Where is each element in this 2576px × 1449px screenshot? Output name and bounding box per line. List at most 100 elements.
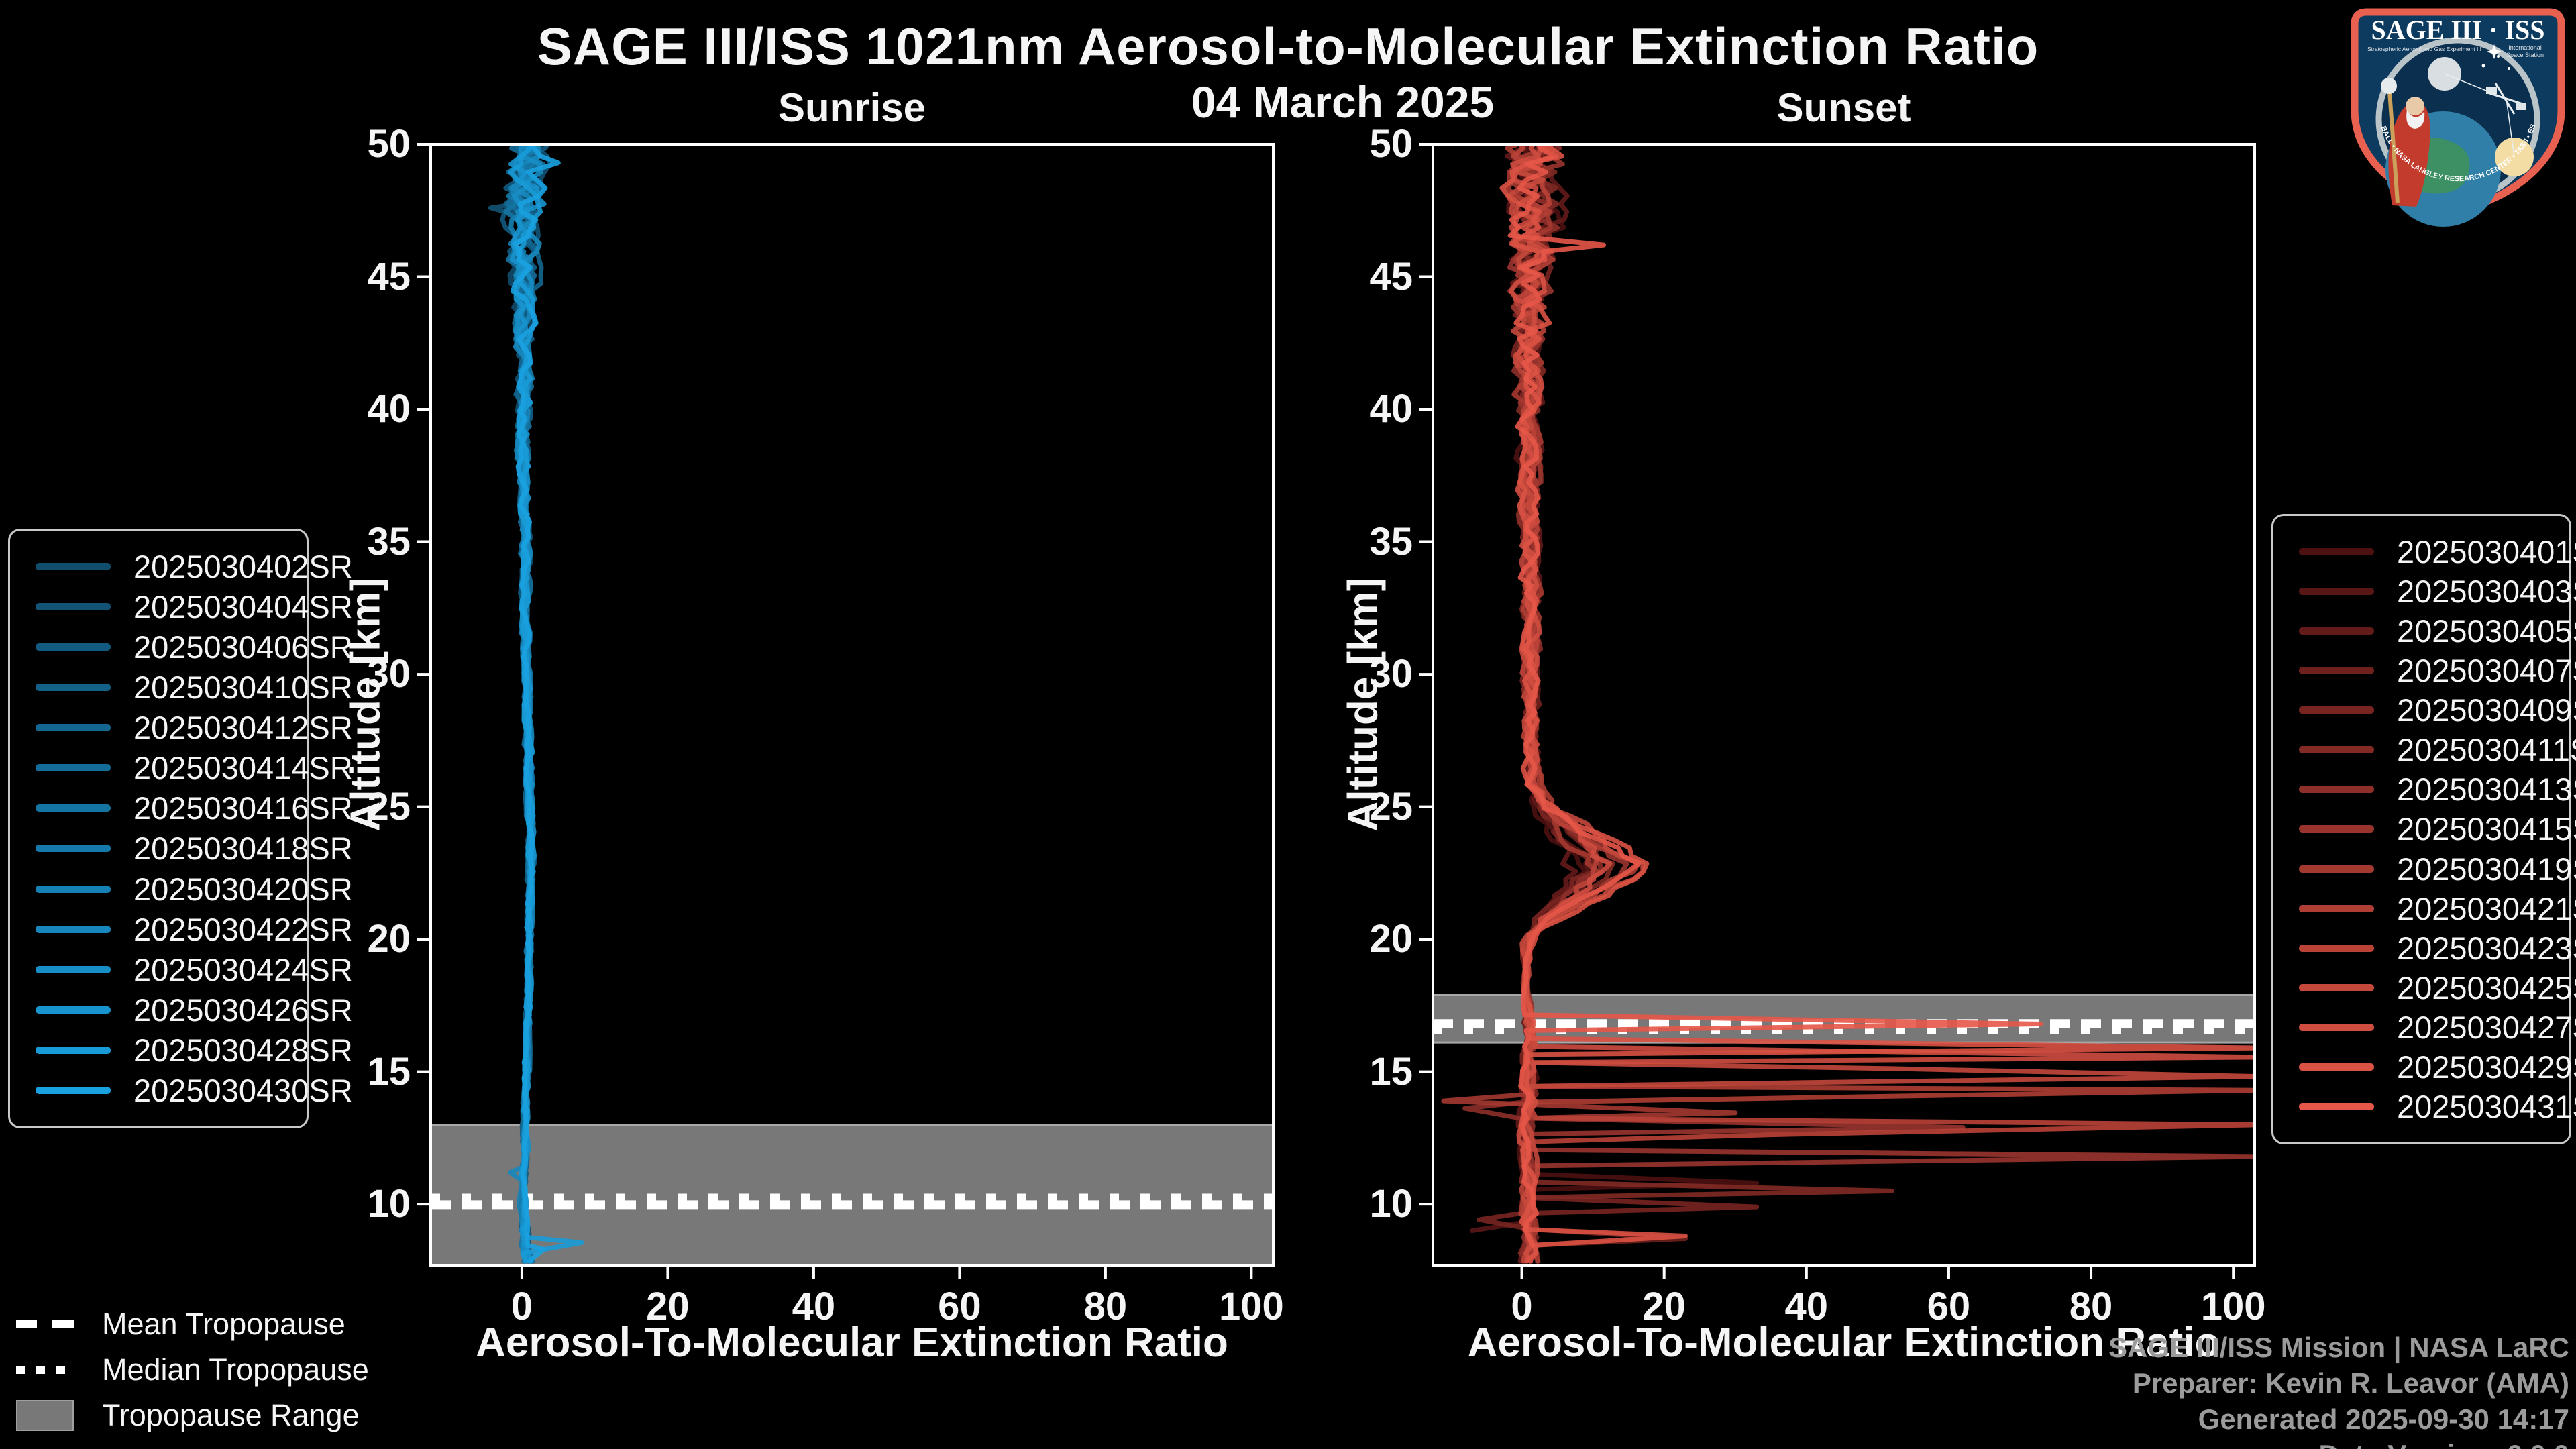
legend-item-label: 2025030407SS	[2397, 652, 2576, 688]
line-swatch-icon	[36, 764, 111, 772]
legend-item-label: 2025030416SR	[133, 790, 353, 826]
line-swatch-icon	[2299, 786, 2374, 794]
line-swatch-icon	[36, 1006, 111, 1014]
line-swatch-icon	[36, 643, 111, 651]
x-axis-label-sunrise: Aerosol-To-Molecular Extinction Ratio	[476, 1320, 1228, 1366]
legend-item: 2025030431SS	[2273, 1089, 2576, 1124]
x-tick-label: 20	[1642, 1285, 1686, 1328]
x-tick-label: 0	[1511, 1285, 1533, 1328]
line-swatch-icon	[36, 1046, 111, 1055]
legend-item-label: 2025030431SS	[2397, 1089, 2576, 1125]
line-swatch-icon	[2299, 627, 2374, 635]
legend-item-label: 2025030414SR	[133, 750, 353, 786]
legend-item: 2025030414SR	[10, 750, 353, 786]
y-tick-label: 35	[367, 519, 411, 564]
line-swatch-icon	[36, 1087, 111, 1095]
legend-item-label: 2025030412SR	[133, 710, 353, 746]
legend-item: 2025030409SS	[2273, 692, 2576, 728]
y-tick-label: 10	[1369, 1182, 1413, 1226]
legend-item-label: 2025030430SR	[133, 1073, 353, 1109]
legend-item: 2025030427SS	[2273, 1010, 2576, 1045]
tropopause-legend: Mean Tropopause Median Tropopause Tropop…	[16, 1307, 369, 1444]
line-swatch-icon	[36, 845, 111, 853]
line-swatch-icon	[2299, 746, 2374, 754]
line-swatch-icon	[36, 724, 111, 732]
y-tick-label: 40	[1369, 387, 1413, 431]
line-swatch-icon	[2299, 825, 2374, 833]
generated-line: Generated 2025-09-30 14:17	[2198, 1403, 2569, 1435]
profile-2025030421SS	[1505, 144, 2255, 1264]
x-tick-label: 60	[938, 1285, 981, 1328]
legend-item-label: 2025030423SS	[2397, 930, 2576, 966]
legend-item-label: 2025030429SS	[2397, 1049, 2576, 1085]
sage-iii-iss-logo: SAGE III · ISS Stratospheric Aerosol and…	[2343, 0, 2565, 227]
line-swatch-icon	[2299, 1063, 2374, 1071]
panel-title-sunset: Sunset	[1776, 85, 1911, 130]
y-tick-label: 20	[367, 917, 411, 961]
legend-item-label: 2025030418SR	[133, 830, 353, 867]
legend-item-label: 2025030419SS	[2397, 851, 2576, 887]
x-tick-label: 60	[1927, 1285, 1971, 1328]
mission-info-block: SAGE III/ISS Mission | NASA LaRC Prepare…	[2108, 1330, 2569, 1449]
line-swatch-icon	[36, 602, 111, 610]
legend-item-label: 2025030406SR	[133, 629, 353, 665]
legend-item: 2025030406SR	[10, 629, 353, 665]
x-axis-label-sunset: Aerosol-To-Molecular Extinction Ratio	[1467, 1320, 2220, 1366]
y-tick-label: 15	[1369, 1049, 1413, 1093]
legend-item: 2025030426SR	[10, 992, 353, 1028]
legend-item: 2025030420SR	[10, 871, 353, 907]
x-tick-label: 100	[2200, 1285, 2266, 1328]
line-swatch-icon	[2299, 1103, 2374, 1111]
legend-item-label: 2025030410SR	[133, 669, 353, 705]
y-tick-label: 20	[1369, 917, 1413, 961]
y-tick-label: 40	[367, 387, 411, 431]
legend-sunrise: 2025030402SR 2025030404SR 2025030406SR 2025…	[8, 529, 353, 1128]
legend-item-label: 2025030421SS	[2397, 890, 2576, 926]
y-tick-label: 30	[1369, 652, 1413, 696]
legend-item: 2025030429SS	[2273, 1049, 2576, 1085]
legend-item: 2025030405SS	[2273, 613, 2576, 649]
y-tick-label: 35	[1369, 519, 1413, 564]
legend-item-label: 2025030424SR	[133, 951, 353, 987]
logo-subtitle-right-2: Space Station	[2506, 52, 2544, 58]
legend-item: 2025030423SS	[2273, 930, 2576, 966]
plot-border	[1432, 143, 2256, 1267]
line-swatch-icon	[36, 562, 111, 570]
line-swatch-icon	[2299, 904, 2374, 912]
plot-area-sunrise	[417, 143, 1275, 1279]
x-tick-label: 80	[2069, 1285, 2113, 1328]
x-tick-label: 100	[1218, 1285, 1284, 1328]
y-tick-label: 25	[367, 784, 411, 828]
legend-item-label: 2025030413SS	[2397, 771, 2576, 808]
dashed-line-icon	[16, 1308, 74, 1340]
legend-item-label: 2025030425SS	[2397, 970, 2576, 1006]
logo-father-time	[2381, 78, 2430, 207]
line-swatch-icon	[2299, 706, 2374, 714]
legend-item-label: 2025030404SR	[133, 588, 353, 625]
logo-title: SAGE III · ISS	[2371, 15, 2544, 45]
legend-item: 2025030428SR	[10, 1032, 353, 1068]
line-swatch-icon	[36, 885, 111, 893]
legend-item-label: Mean Tropopause	[102, 1307, 345, 1341]
mission-line: SAGE III/ISS Mission | NASA LaRC	[2108, 1332, 2569, 1363]
line-swatch-icon	[36, 804, 111, 812]
line-swatch-icon	[36, 683, 111, 691]
data-version-line: Data Version: 6.0.0	[2108, 1437, 2569, 1449]
panel-title-sunrise: Sunrise	[777, 85, 926, 130]
legend-item: 2025030418SR	[10, 830, 353, 866]
legend-item-label: 2025030422SR	[133, 911, 353, 947]
legend-item: 2025030430SR	[10, 1073, 353, 1108]
gray-box-icon	[16, 1399, 74, 1432]
legend-item-label: 2025030409SS	[2397, 692, 2576, 729]
legend-item-label: 2025030403SS	[2397, 573, 2576, 609]
line-swatch-icon	[2299, 984, 2374, 992]
logo-subtitle-right-1: International	[2508, 44, 2542, 51]
legend-item-label: 2025030405SS	[2397, 612, 2576, 649]
y-tick-label: 25	[1369, 784, 1413, 828]
legend-item: 2025030419SS	[2273, 851, 2576, 887]
legend-item: 2025030412SR	[10, 710, 353, 745]
date-subtitle: 04 March 2025	[1191, 77, 1495, 127]
legend-item: 2025030402SR	[10, 549, 353, 584]
legend-item-mean-tropopause: Mean Tropopause	[16, 1307, 369, 1342]
y-tick-label: 50	[367, 122, 411, 166]
